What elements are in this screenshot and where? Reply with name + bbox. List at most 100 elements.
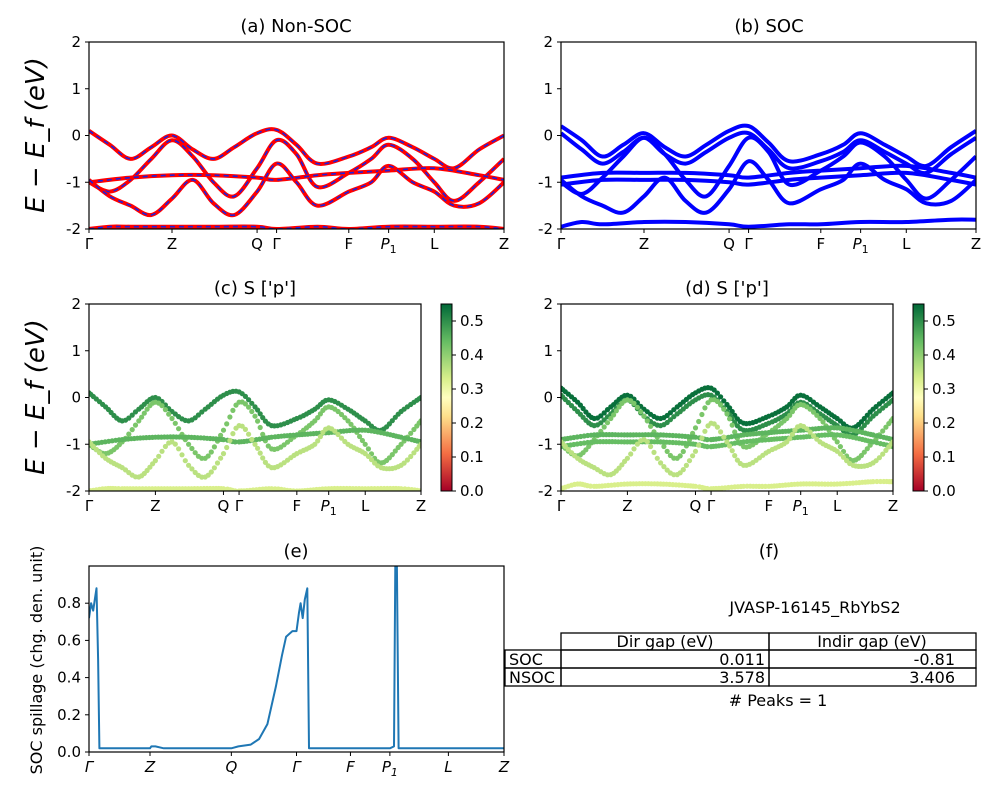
band-point <box>876 455 883 461</box>
band-point <box>312 441 318 447</box>
band-point <box>789 431 796 437</box>
band-point <box>724 439 730 445</box>
band-point <box>192 450 198 456</box>
band-point <box>692 434 699 440</box>
table-header-dir-gap: Dir gap (eV) <box>617 632 714 651</box>
y-tick-label: -2 <box>66 220 81 238</box>
band-point <box>315 438 321 444</box>
band-point <box>631 400 637 406</box>
band-point <box>874 478 880 485</box>
band-point <box>389 418 395 424</box>
band-point <box>883 424 889 430</box>
band-point <box>598 413 604 419</box>
y-tick-label: 0.6 <box>57 631 81 649</box>
y-tick-label: 1 <box>71 342 81 360</box>
band-point <box>230 407 236 413</box>
band-line-dashed <box>89 167 504 184</box>
x-tick-label: Γ <box>292 758 302 776</box>
band-point <box>807 406 813 412</box>
band-point <box>176 426 182 432</box>
panel-d-colorbar: 0.0 0.1 0.2 0.3 0.4 0.5 <box>912 303 956 500</box>
band-point <box>692 448 699 454</box>
band-point <box>166 411 172 417</box>
band-point <box>714 424 721 430</box>
panel-c-colorbar: 0.0 0.1 0.2 0.3 0.4 0.5 <box>440 303 484 500</box>
table-cell-soc-indir: -0.81 <box>914 650 955 669</box>
x-tick-label: P1 <box>321 497 337 518</box>
band-point <box>186 441 192 447</box>
x-tick-label: P1 <box>793 497 809 518</box>
y-tick-label: 0.0 <box>57 743 81 761</box>
band-point <box>714 390 721 396</box>
band-point <box>411 450 417 456</box>
band-point <box>704 485 710 491</box>
band-point <box>890 390 893 396</box>
x-tick-label: Z <box>498 758 510 776</box>
band-point <box>644 418 650 424</box>
y-tick-label: 2 <box>71 295 81 313</box>
band-point <box>721 434 727 440</box>
band-point <box>648 423 654 429</box>
band-point <box>404 457 410 463</box>
band-point <box>683 462 690 468</box>
colorbar-tick-label: 0.4 <box>932 346 956 364</box>
band-point <box>711 421 717 427</box>
band-point <box>664 448 670 454</box>
band-point <box>208 469 214 475</box>
band-point <box>696 418 702 425</box>
band-point <box>159 403 165 409</box>
x-tick-label: L <box>902 235 911 253</box>
band-point <box>144 406 150 412</box>
band-point <box>699 435 705 441</box>
y-tick-label: -2 <box>538 482 553 500</box>
band-point <box>115 486 122 491</box>
band-point <box>224 444 230 451</box>
band-point <box>787 436 793 442</box>
band-point <box>732 453 738 459</box>
band-point <box>721 406 727 412</box>
band-point <box>335 431 341 438</box>
band-point <box>644 439 650 445</box>
band-point <box>634 441 641 447</box>
panel-e-ylabel: SOC spillage (chg. den. unit) <box>27 546 46 775</box>
band-point <box>711 387 717 393</box>
band-point <box>246 431 252 437</box>
band-point <box>861 449 867 455</box>
band-point <box>870 479 876 485</box>
band-point <box>734 457 741 463</box>
band-point <box>227 437 233 444</box>
band-point <box>696 442 702 448</box>
band-point <box>345 418 351 424</box>
band-point <box>132 422 139 428</box>
band-point <box>704 437 710 443</box>
band-point <box>315 415 321 421</box>
band-point <box>249 436 255 443</box>
band-point <box>389 452 395 458</box>
band-point <box>230 431 236 437</box>
band-point <box>189 445 195 452</box>
band-point <box>608 415 614 422</box>
band-point <box>169 415 175 422</box>
band-point <box>727 443 733 449</box>
band-point <box>172 420 178 426</box>
band-point <box>162 443 168 450</box>
band-point <box>252 441 258 447</box>
band-point <box>814 412 820 418</box>
band-point <box>840 454 847 460</box>
band-point <box>398 441 404 447</box>
band-point <box>239 423 245 429</box>
x-tick-label: Γ <box>85 497 94 515</box>
panel-e-title: (e) <box>283 541 308 562</box>
band-point <box>359 437 365 444</box>
band-point <box>714 398 721 405</box>
x-tick-label: Z <box>144 758 156 776</box>
band-point <box>565 399 571 406</box>
band-point <box>718 402 724 408</box>
band-point <box>418 441 421 447</box>
y-tick-label: 1 <box>543 342 553 360</box>
x-tick-label: P1 <box>382 758 398 779</box>
plot-frame <box>88 303 422 492</box>
